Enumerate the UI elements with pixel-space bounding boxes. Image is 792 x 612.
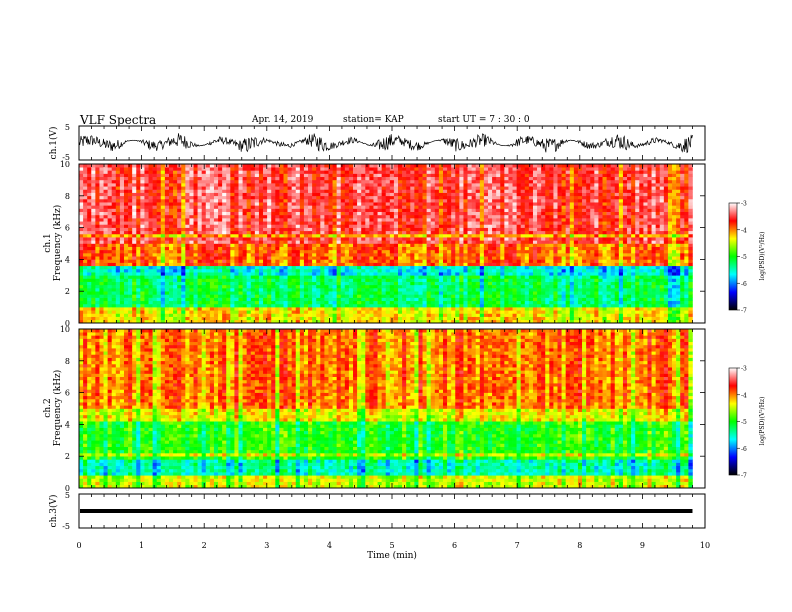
ch2-spectrogram-ytick-label: 0 (65, 484, 70, 493)
station-label: station= KAP (343, 115, 404, 125)
ch1-colorbar-tick: -7 (741, 308, 747, 315)
ch2-ylabel-channel: ch.2 (43, 398, 53, 417)
ch1-colorbar-tick: -4 (741, 227, 747, 234)
x-tick-label: 4 (327, 541, 332, 550)
ch2-spectrogram-ytick-label: 8 (65, 357, 70, 366)
ch2-colorbar-tick: -4 (741, 392, 747, 399)
start-time-label: start UT = 7 : 30 : 0 (438, 115, 530, 125)
chart-title: VLF Spectra (80, 113, 157, 127)
ch2-colorbar-tick: -7 (741, 473, 747, 480)
x-tick-label: 10 (700, 541, 710, 550)
x-tick-label: 5 (389, 541, 394, 550)
x-tick-label: 1 (139, 541, 144, 550)
x-axis-label: Time (min) (367, 550, 417, 561)
date-label: Apr. 14, 2019 (252, 115, 314, 125)
x-tick-label: 0 (76, 541, 81, 550)
ch2-colorbar-label: log(PSD)(V²/Hz) (759, 397, 766, 446)
ch1-waveform-line (78, 133, 693, 154)
ch1-spectrogram-ytick-label: 4 (65, 255, 70, 264)
ch1-spectrogram-ytick-label: 8 (65, 192, 70, 201)
x-tick-label: 3 (264, 541, 269, 550)
ch2-spectrogram-ytick-label: 10 (60, 325, 70, 334)
x-tick-label: 8 (577, 541, 582, 550)
x-tick-label: 9 (640, 541, 645, 550)
ch2-spectrogram-ytick-label: 2 (65, 452, 70, 461)
ch3-ytick-top: 5 (65, 491, 70, 500)
ch1-spectrogram-ytick-label: 10 (60, 160, 70, 169)
ch1-colorbar (728, 202, 738, 311)
ch1-spectrogram-heatmap (79, 164, 693, 324)
x-tick-label: 6 (452, 541, 457, 550)
ch1-spectrogram-ytick-label: 6 (65, 224, 70, 233)
ch1-ytick-bottom: -5 (62, 153, 70, 162)
ch3-ylabel: ch.3(V) (48, 495, 59, 528)
ch1-colorbar-tick: -6 (741, 281, 747, 288)
ch1-spectrogram-ytick-label: 2 (65, 287, 70, 296)
x-tick-label: 2 (202, 541, 207, 550)
ch2-spectrogram-ytick-label: 4 (65, 420, 70, 429)
ch2-ylabel-frequency: Frequency (kHz) (52, 370, 63, 447)
ch1-ylabel: ch.1(V) (48, 127, 59, 160)
ch1-colorbar-tick: -5 (741, 254, 747, 261)
ch1-colorbar-label: log(PSD)(V²/Hz) (759, 232, 766, 281)
ch2-colorbar-tick: -5 (741, 419, 747, 426)
ch1-ytick-top: 5 (65, 123, 70, 132)
ch1-colorbar-tick: -3 (741, 201, 747, 208)
ch2-colorbar-tick: -6 (741, 446, 747, 453)
ch1-ylabel-frequency: Frequency (kHz) (52, 205, 63, 282)
ch3-waveform-panel: 5 -5 ch.3(V) 0 1 2 3 4 5 6 7 8 9 10 Time (min) (48, 491, 710, 561)
ch2-colorbar (728, 367, 738, 476)
ch2-colorbar-tick: -3 (741, 366, 747, 373)
ch1-spectrogram-ytick-label: 0 (65, 319, 70, 328)
x-tick-label: 7 (515, 541, 520, 550)
ch1-waveform-panel: 5 -5 ch.1(V) (48, 123, 706, 162)
ch1-ylabel-channel: ch.1 (43, 233, 53, 252)
ch3-ytick-bottom: -5 (62, 522, 70, 531)
ch2-spectrogram-ytick-label: 6 (65, 389, 70, 398)
ch2-spectrogram-heatmap (79, 329, 693, 489)
